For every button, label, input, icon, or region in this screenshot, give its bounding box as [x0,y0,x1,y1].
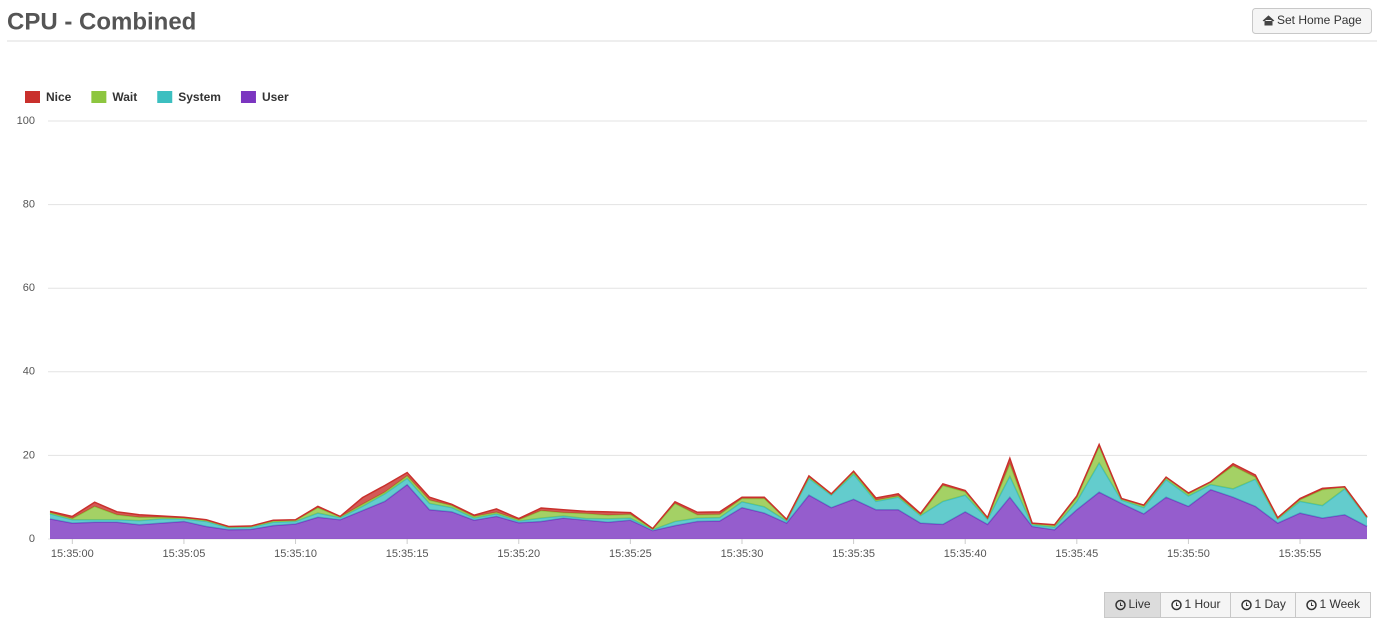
legend-label: System [178,90,221,104]
area-line [49,442,1368,530]
x-tick-label: 15:35:20 [497,548,540,560]
clock-icon [1241,599,1252,611]
set-home-button[interactable]: Set Home Page [1252,8,1372,34]
area-fill [50,484,1367,539]
legend-label: User [262,90,289,104]
page-title: CPU - Combined [7,8,196,35]
legend-swatch [25,91,40,103]
y-tick-label: 60 [23,282,35,294]
y-tick-label: 100 [17,115,35,127]
home-icon [1262,15,1275,26]
button-label[interactable]: 1 Week [1320,597,1361,611]
range-button[interactable]: 1 Week [1295,592,1371,618]
clock-hand [1120,602,1123,606]
range-button[interactable]: Live [1104,592,1161,618]
legend-swatch [157,91,173,103]
button-frame[interactable] [1295,592,1371,618]
button-label[interactable]: 1 Day [1255,597,1286,611]
range-button[interactable]: 1 Hour [1160,592,1231,618]
clock-icon [1306,599,1317,611]
button-label[interactable]: Set Home Page [1277,13,1362,27]
x-tick-label: 15:35:00 [51,548,94,560]
x-tick-label: 15:35:55 [1279,548,1322,560]
button-label[interactable]: 1 Hour [1185,597,1221,611]
clock-hand [1176,602,1179,606]
x-tick-label: 15:35:45 [1055,548,1098,560]
clock-icon [1115,599,1126,611]
x-tick-label: 15:35:05 [163,548,206,560]
x-tick-label: 15:35:40 [944,548,987,560]
button-frame[interactable] [1252,8,1372,34]
y-tick-label: 20 [23,449,35,461]
x-tick-label: 15:35:25 [609,548,652,560]
legend-swatch [91,91,107,103]
legend-label: Wait [112,90,137,104]
x-tick-label: 15:35:50 [1167,548,1210,560]
x-tick-label: 15:35:30 [721,548,764,560]
y-tick-label: 40 [23,366,35,378]
x-tick-label: 15:35:15 [386,548,429,560]
legend-label: Nice [46,90,72,104]
clock-icon [1171,599,1182,611]
y-tick-label: 80 [23,199,35,211]
button-label[interactable]: Live [1129,597,1151,611]
range-button[interactable]: 1 Day [1230,592,1296,618]
x-tick-label: 15:35:35 [832,548,875,560]
x-tick-label: 15:35:10 [274,548,317,560]
button-frame[interactable] [1104,592,1161,618]
clock-hand [1246,602,1249,606]
y-tick-label: 0 [29,533,35,545]
clock-hand [1311,602,1314,606]
legend-swatch [240,91,256,103]
